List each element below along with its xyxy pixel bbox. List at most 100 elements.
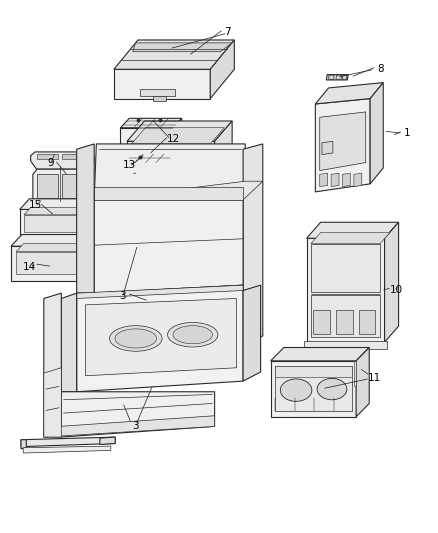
Polygon shape (271, 361, 356, 417)
Ellipse shape (280, 379, 312, 401)
Polygon shape (16, 244, 99, 252)
Polygon shape (188, 195, 201, 216)
Polygon shape (336, 310, 353, 334)
Ellipse shape (115, 329, 157, 348)
Polygon shape (210, 40, 234, 99)
Text: 12: 12 (166, 134, 180, 143)
Polygon shape (77, 144, 94, 293)
Polygon shape (343, 75, 347, 79)
Polygon shape (125, 154, 174, 163)
Polygon shape (307, 222, 399, 238)
Polygon shape (61, 293, 77, 392)
Polygon shape (320, 112, 366, 171)
Polygon shape (85, 298, 237, 376)
Ellipse shape (167, 322, 218, 347)
Polygon shape (370, 83, 383, 184)
Polygon shape (44, 293, 61, 437)
Polygon shape (95, 228, 201, 261)
Polygon shape (271, 348, 369, 361)
Text: 13: 13 (123, 160, 136, 170)
Text: 3: 3 (119, 291, 126, 301)
Polygon shape (77, 285, 243, 298)
Polygon shape (354, 361, 356, 386)
Polygon shape (61, 392, 215, 437)
Polygon shape (94, 200, 243, 293)
Polygon shape (120, 118, 182, 128)
Polygon shape (37, 174, 59, 198)
Polygon shape (243, 144, 263, 346)
Text: 7: 7 (224, 27, 231, 37)
Polygon shape (120, 128, 173, 171)
Polygon shape (11, 235, 107, 246)
Polygon shape (94, 181, 263, 200)
Polygon shape (94, 144, 245, 200)
Polygon shape (307, 238, 385, 342)
Polygon shape (24, 207, 99, 215)
Text: 1: 1 (404, 128, 411, 138)
Polygon shape (311, 232, 390, 244)
Polygon shape (328, 75, 334, 79)
Polygon shape (21, 437, 115, 447)
Polygon shape (336, 75, 342, 79)
Polygon shape (95, 215, 214, 228)
Polygon shape (37, 154, 58, 159)
Text: 10: 10 (390, 286, 403, 295)
Ellipse shape (317, 378, 347, 400)
Polygon shape (164, 195, 177, 216)
Polygon shape (311, 244, 380, 292)
Polygon shape (140, 195, 153, 216)
Polygon shape (131, 128, 224, 144)
Polygon shape (304, 341, 387, 349)
Polygon shape (153, 96, 166, 101)
Polygon shape (322, 141, 333, 155)
Polygon shape (354, 173, 362, 187)
Polygon shape (131, 144, 210, 219)
Polygon shape (63, 154, 85, 159)
Polygon shape (275, 366, 352, 377)
Polygon shape (359, 310, 375, 334)
Polygon shape (140, 89, 175, 96)
Text: 15: 15 (28, 200, 42, 210)
Polygon shape (133, 43, 232, 52)
Polygon shape (326, 75, 348, 80)
Polygon shape (31, 152, 94, 169)
Polygon shape (100, 437, 115, 445)
Polygon shape (243, 285, 261, 381)
Polygon shape (33, 169, 90, 204)
Polygon shape (94, 187, 243, 200)
Polygon shape (77, 285, 243, 392)
Polygon shape (173, 118, 182, 171)
Polygon shape (20, 209, 96, 237)
Polygon shape (166, 154, 174, 197)
Polygon shape (315, 99, 370, 192)
Polygon shape (114, 40, 234, 69)
Polygon shape (385, 222, 399, 342)
Polygon shape (23, 446, 111, 453)
Text: 8: 8 (378, 64, 385, 74)
Polygon shape (275, 366, 352, 411)
Text: 9: 9 (47, 158, 54, 167)
Polygon shape (215, 121, 232, 224)
Polygon shape (343, 173, 350, 187)
Polygon shape (44, 368, 61, 437)
Polygon shape (114, 69, 210, 99)
Polygon shape (331, 173, 339, 187)
Polygon shape (315, 83, 383, 104)
Ellipse shape (173, 326, 212, 344)
Polygon shape (311, 295, 380, 337)
Polygon shape (127, 121, 232, 141)
Polygon shape (96, 199, 106, 237)
Polygon shape (24, 215, 92, 232)
Polygon shape (320, 173, 328, 187)
Polygon shape (21, 440, 26, 449)
Polygon shape (313, 310, 330, 334)
Polygon shape (113, 222, 140, 227)
Polygon shape (100, 232, 196, 256)
Polygon shape (16, 252, 92, 274)
Polygon shape (20, 199, 106, 209)
Polygon shape (11, 246, 96, 281)
Polygon shape (201, 215, 214, 261)
Polygon shape (356, 348, 369, 417)
Polygon shape (127, 141, 215, 224)
Text: 14: 14 (23, 262, 36, 271)
